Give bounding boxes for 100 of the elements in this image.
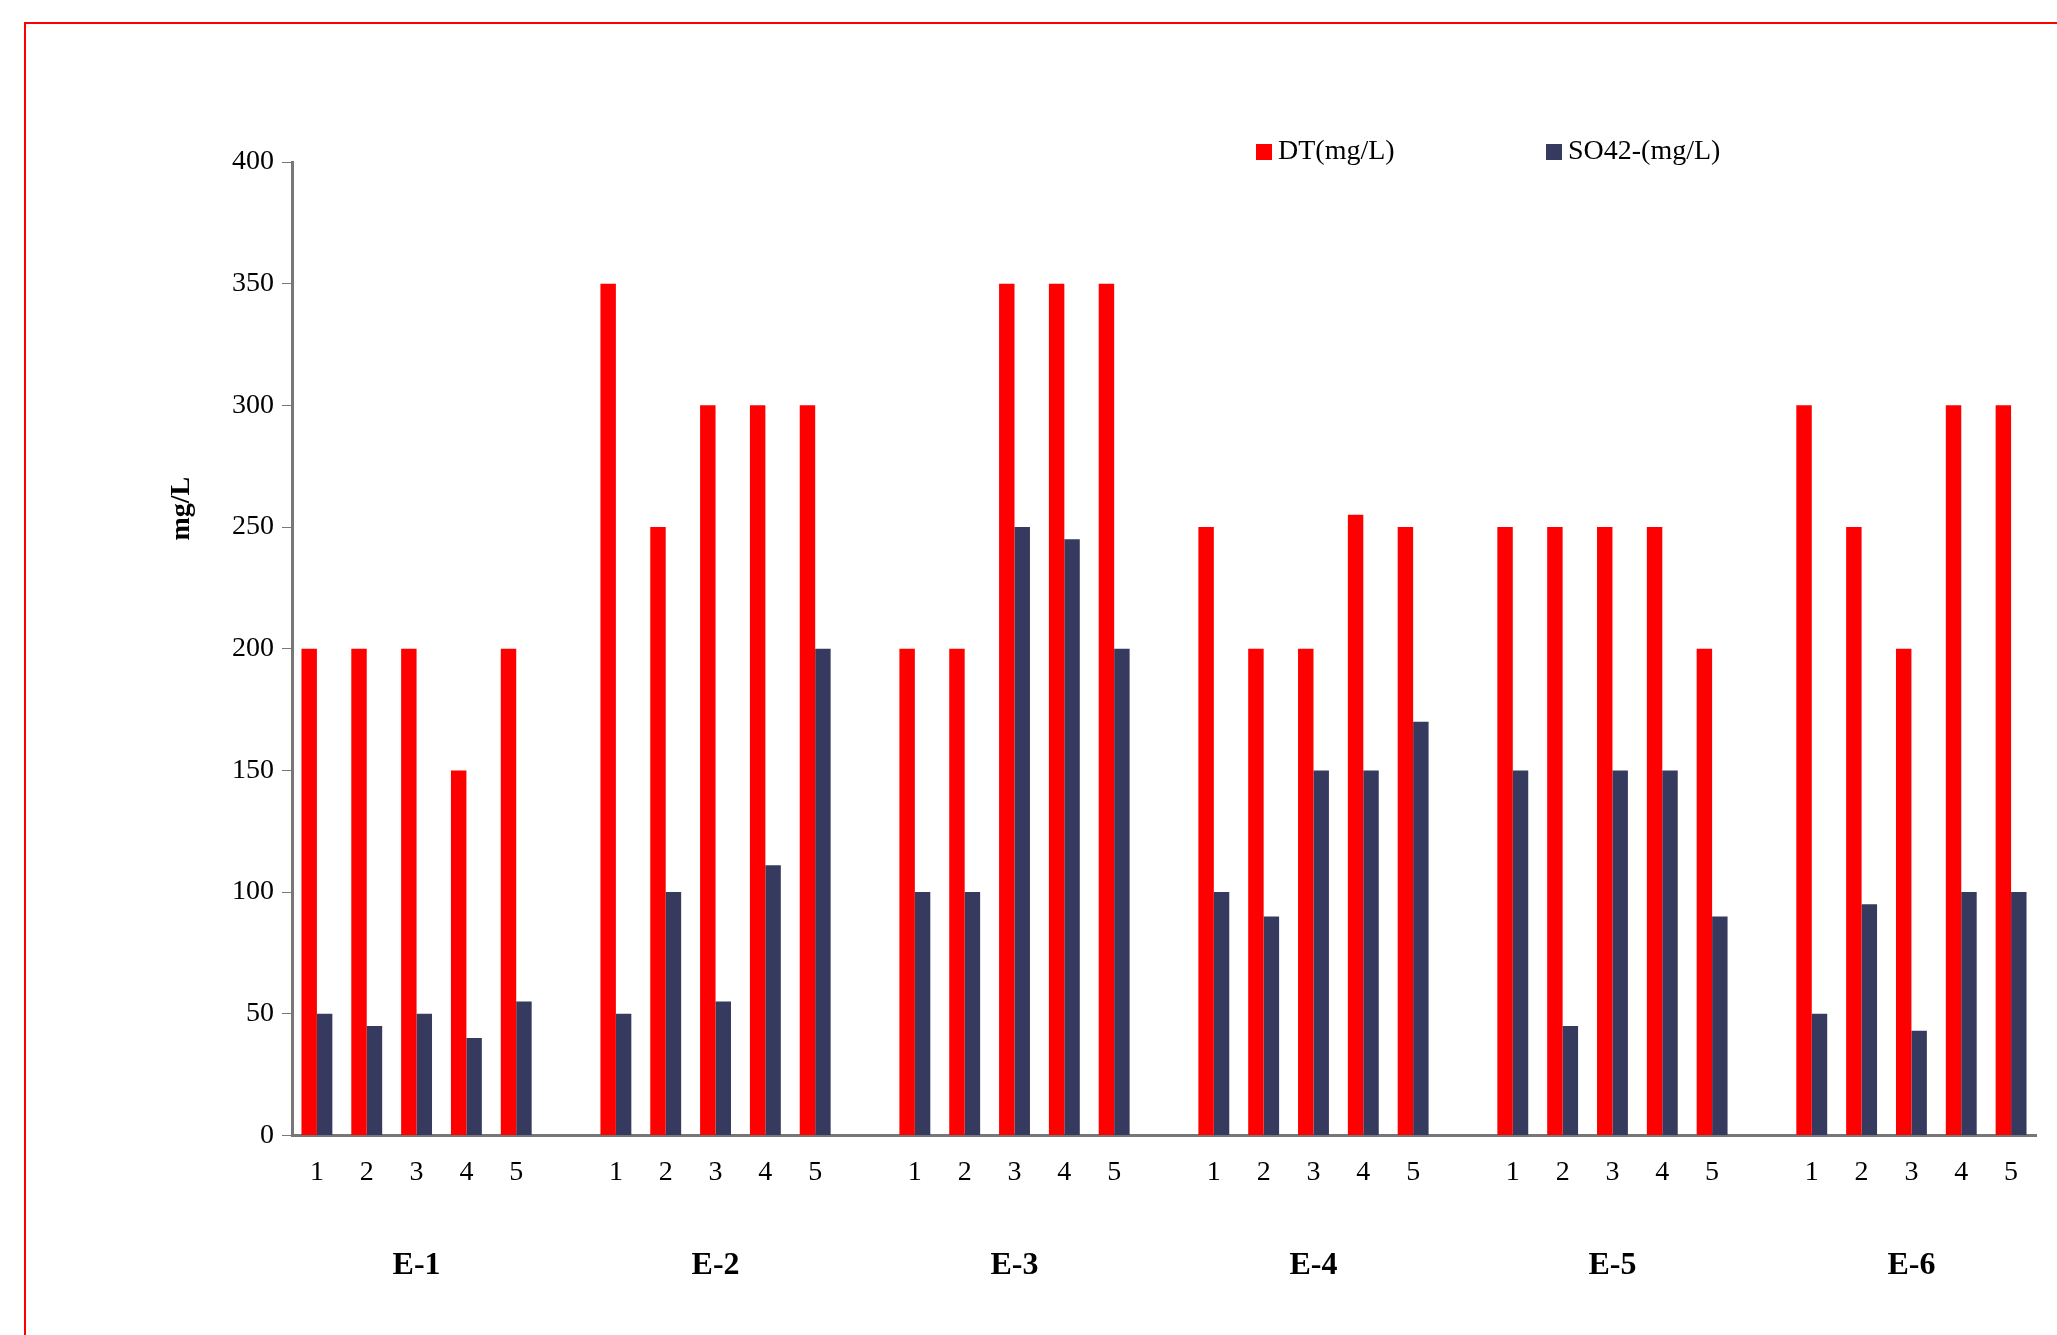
y-tick-label: 400 [232, 144, 274, 176]
bar [799, 405, 816, 1135]
bar [1098, 283, 1115, 1135]
bar [1497, 527, 1513, 1135]
bar [815, 648, 831, 1135]
bar [1612, 770, 1628, 1135]
text: E-4 [1289, 1244, 1338, 1281]
x-tick-label: 1 [1804, 1154, 1819, 1186]
text: E-1 [392, 1244, 441, 1281]
bar [749, 405, 766, 1135]
x-tick-label: 2 [359, 1154, 374, 1186]
bar [1347, 514, 1364, 1135]
bar [1861, 904, 1878, 1135]
y-tick-label: 200 [232, 631, 274, 663]
y-tick-label: 50 [246, 996, 274, 1028]
bar [1945, 405, 1962, 1135]
bar [301, 648, 317, 1135]
x-tick-label: 2 [1555, 1154, 1570, 1186]
bar [1961, 892, 1977, 1135]
y-tick-label: 100 [232, 874, 274, 906]
bar [516, 1001, 532, 1135]
x-tick-label: 1 [1206, 1154, 1221, 1186]
text: E-5 [1588, 1244, 1637, 1281]
x-tick-label: 1 [907, 1154, 922, 1186]
bar [1298, 648, 1314, 1135]
bar [1696, 648, 1713, 1135]
x-tick-label: 2 [1256, 1154, 1271, 1186]
bar [914, 892, 931, 1135]
y-tick-label: 250 [232, 509, 274, 541]
x-tick-label: 3 [1306, 1154, 1321, 1186]
bar [1995, 405, 2012, 1135]
bar [1064, 539, 1080, 1135]
bar [1597, 527, 1613, 1135]
bar [1712, 916, 1728, 1135]
bar [1114, 648, 1130, 1135]
bar [1248, 648, 1264, 1135]
bar [715, 1001, 731, 1135]
bar [366, 1025, 383, 1135]
x-tick-label: 3 [1605, 1154, 1620, 1186]
bar [1198, 527, 1214, 1135]
bar [650, 527, 666, 1135]
y-tick-label: 350 [232, 266, 274, 298]
legend-label: SO42-(mg/L) [1568, 134, 1721, 166]
bar [450, 770, 467, 1135]
bar [1048, 283, 1065, 1135]
text: E-6 [1887, 1244, 1936, 1281]
bar [964, 892, 981, 1135]
y-tick-label: 150 [232, 752, 274, 784]
bar [416, 1013, 433, 1135]
x-tick-label: 5 [1406, 1154, 1421, 1186]
bar [1014, 527, 1030, 1135]
text: E-3 [990, 1244, 1039, 1281]
y-axis-title: mg/L [164, 476, 196, 541]
x-tick-label: 3 [708, 1154, 723, 1186]
bar [351, 648, 367, 1135]
bar [1363, 770, 1379, 1135]
bar [1796, 405, 1812, 1135]
bar [665, 892, 682, 1135]
bar [765, 865, 781, 1135]
bar [316, 1013, 333, 1135]
bar [1662, 770, 1678, 1135]
bar [1562, 1025, 1579, 1135]
bar [1811, 1013, 1828, 1135]
bar [2011, 892, 2027, 1135]
legend-label: DT(mg/L) [1278, 134, 1395, 166]
bar [899, 648, 915, 1135]
x-tick-label: 2 [1854, 1154, 1869, 1186]
bar [1213, 892, 1230, 1135]
x-tick-label: 4 [1655, 1154, 1670, 1186]
x-tick-label: 5 [808, 1154, 823, 1186]
x-tick-label: 5 [1107, 1154, 1122, 1186]
x-tick-label: 1 [309, 1154, 324, 1186]
bar [466, 1038, 482, 1135]
bar [949, 648, 965, 1135]
bar [700, 405, 716, 1135]
x-tick-label: 5 [509, 1154, 524, 1186]
bar [1846, 527, 1862, 1135]
x-tick-label: 5 [1705, 1154, 1720, 1186]
x-tick-label: 4 [1954, 1154, 1969, 1186]
bar [1895, 648, 1912, 1135]
bar [615, 1013, 632, 1135]
bar [1413, 721, 1429, 1135]
bar [401, 648, 417, 1135]
bar [999, 283, 1015, 1135]
x-tick-label: 3 [1904, 1154, 1919, 1186]
x-tick-label: 4 [1356, 1154, 1371, 1186]
bar [1646, 527, 1663, 1135]
x-tick-label: 3 [1007, 1154, 1022, 1186]
x-tick-label: 4 [459, 1154, 474, 1186]
bar [1911, 1030, 1927, 1135]
x-tick-label: 1 [608, 1154, 623, 1186]
bar [1397, 527, 1414, 1135]
x-tick-label: 1 [1505, 1154, 1520, 1186]
text: E-2 [691, 1244, 740, 1281]
x-tick-label: 4 [758, 1154, 773, 1186]
y-tick-label: 0 [260, 1117, 274, 1149]
x-tick-label: 4 [1057, 1154, 1072, 1186]
bar [1547, 527, 1563, 1135]
bar [600, 283, 616, 1135]
x-tick-label: 2 [658, 1154, 673, 1186]
